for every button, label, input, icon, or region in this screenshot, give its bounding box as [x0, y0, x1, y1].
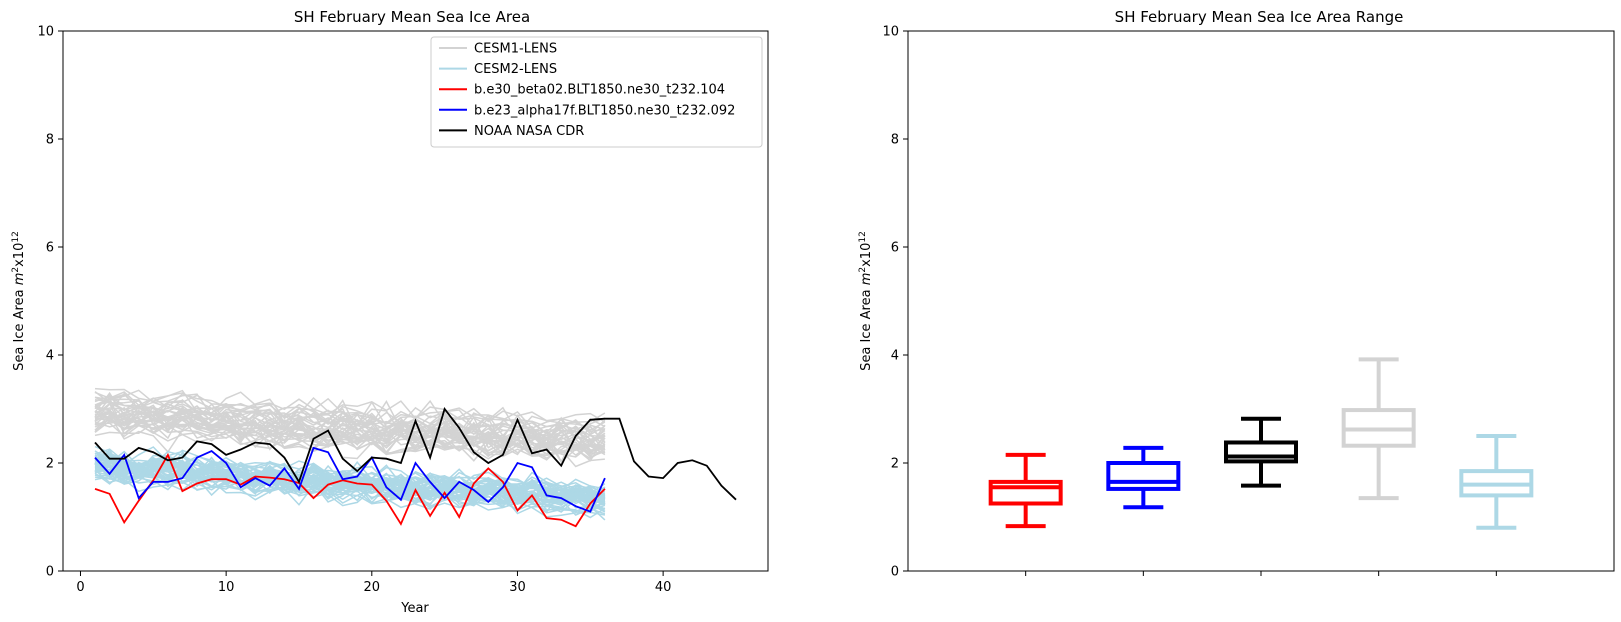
box-plot	[1106, 445, 1181, 510]
x-tick-label: 40	[655, 580, 672, 595]
box-plot	[988, 452, 1063, 529]
cesm1-lens-member-line	[94, 412, 606, 457]
line-series	[94, 407, 737, 528]
cesm1-lens-member-line	[94, 398, 606, 440]
x-tick-label: 10	[218, 580, 235, 595]
box-iqr	[1224, 440, 1298, 464]
cesm2-lens-member-line	[95, 466, 606, 509]
y-tick-label: 10	[37, 25, 54, 40]
line-chart-axes-frame	[62, 30, 769, 572]
cesm1-lens-member-line	[94, 392, 606, 443]
y-tick-label: 6	[46, 241, 54, 256]
box-chart-y-label: Sea Ice Area m2x1012	[858, 231, 874, 371]
y-tick-label: 2	[46, 457, 54, 472]
legend-box	[430, 36, 763, 148]
y-tick-label: 4	[46, 349, 54, 364]
legend: CESM1-LENS CESM2-LENS b.e30_beta02.BLT1850…	[430, 36, 763, 148]
y-tick-label: 0	[891, 565, 899, 580]
y-tick-label: 6	[891, 241, 899, 256]
alpha17f-series-line	[94, 446, 606, 513]
cesm1-lens-member-line	[94, 410, 606, 463]
line-chart-panel: SH February Mean Sea Ice Area 0 2 4 6 8 10 0 1…	[11, 8, 769, 616]
beta02-series-line	[94, 452, 606, 528]
x-tick-label: 30	[509, 580, 526, 595]
line-chart-y-ticks: 0 2 4 6 8 10	[37, 25, 63, 580]
box-plot	[1459, 434, 1534, 530]
y-tick-label: 2	[891, 457, 899, 472]
legend-label: CESM1-LENS	[474, 42, 557, 57]
x-tick-label: 0	[76, 580, 84, 595]
noaa-nasa-cdr-series-line	[94, 407, 737, 501]
box-plots	[988, 357, 1534, 530]
cesm1-lens-member-line	[94, 389, 606, 431]
y-tick-label: 4	[891, 349, 899, 364]
cesm1-lens-member-line	[94, 402, 606, 448]
box-chart-y-ticks: 0 2 4 6 8 10	[882, 25, 908, 580]
legend-label: NOAA NASA CDR	[474, 124, 584, 139]
legend-label: CESM2-LENS	[474, 62, 557, 77]
y-tick-label: 8	[891, 133, 899, 148]
legend-label: b.e30_beta02.BLT1850.ne30_t232.104	[474, 83, 725, 98]
y-tick-label: 0	[46, 565, 54, 580]
box-chart-x-ticks	[1025, 571, 1497, 576]
line-chart-x-label: Year	[400, 601, 429, 616]
box-chart-panel: SH February Mean Sea Ice Area Range 0 2 4 6…	[858, 8, 1615, 580]
y-tick-label: 8	[46, 133, 54, 148]
box-plot	[1341, 357, 1416, 501]
box-iqr	[1106, 461, 1181, 491]
cesm1-lens-member-line	[94, 413, 605, 458]
cesm1-lens-member-line	[94, 412, 606, 449]
box-iqr	[988, 479, 1063, 506]
box-chart-axes-frame	[907, 30, 1615, 572]
box-chart-title: SH February Mean Sea Ice Area Range	[1115, 8, 1404, 26]
legend-items: CESM1-LENS CESM2-LENS b.e30_beta02.BLT1850…	[439, 42, 735, 139]
y-tick-label: 10	[882, 25, 899, 40]
line-chart-title: SH February Mean Sea Ice Area	[294, 8, 530, 26]
box-plot	[1224, 416, 1298, 488]
x-tick-label: 20	[364, 580, 381, 595]
line-chart-y-label: Sea Ice Area m2x1012	[11, 231, 27, 371]
line-chart-x-ticks: 0 10 20 30 40	[76, 571, 671, 595]
legend-label: b.e23_alpha17f.BLT1850.ne30_t232.092	[474, 103, 735, 118]
